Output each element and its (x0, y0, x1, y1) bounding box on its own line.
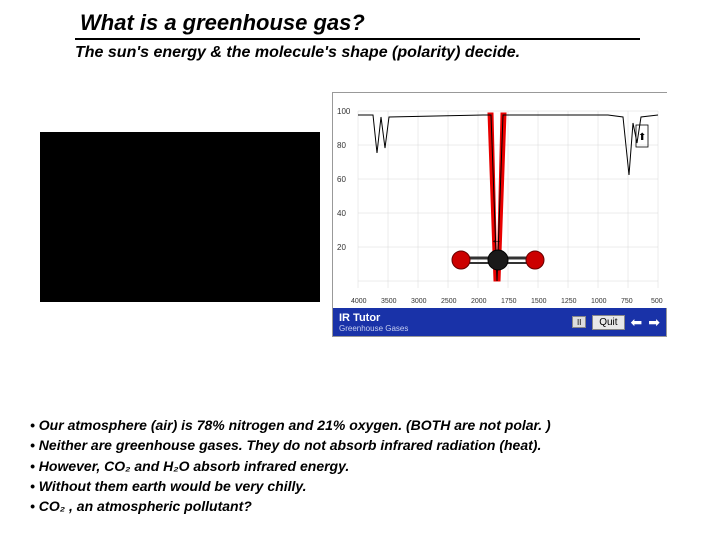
xtick-label: 750 (621, 298, 633, 305)
ytick-label: 100 (337, 107, 350, 116)
ir-tutor-title: IR Tutor (339, 312, 408, 324)
bullet-item: Neither are greenhouse gases. They do no… (30, 435, 551, 455)
page-title: What is a greenhouse gas? (80, 10, 720, 36)
bullet-item: CO₂ , an atmospheric pollutant? (30, 496, 551, 516)
svg-text:↔: ↔ (491, 234, 502, 246)
ir-spectrum-chart: ↔ ⬆ 100 80 60 40 20 4000 3500 3000 2500 … (333, 93, 666, 308)
prev-arrow-icon[interactable]: ⬅ (631, 314, 643, 331)
video-placeholder (40, 132, 320, 302)
spectrum-svg: ↔ ⬆ (333, 93, 668, 308)
ir-tutor-subtitle: Greenhouse Gases (339, 324, 408, 333)
bullet-item: Our atmosphere (air) is 78% nitrogen and… (30, 415, 551, 435)
svg-text:⬆: ⬆ (638, 132, 646, 143)
xtick-label: 1250 (561, 298, 577, 305)
ytick-label: 20 (337, 243, 346, 252)
media-row: ↔ ⬆ 100 80 60 40 20 4000 3500 3000 2500 … (0, 62, 720, 337)
xtick-label: 1000 (591, 298, 607, 305)
spectrum-panel: ↔ ⬆ 100 80 60 40 20 4000 3500 3000 2500 … (332, 92, 667, 337)
xtick-label: 3500 (381, 298, 397, 305)
xtick-label: 3000 (411, 298, 427, 305)
ytick-label: 60 (337, 175, 346, 184)
next-arrow-icon[interactable]: ➡ (648, 314, 660, 331)
xtick-label: 2500 (441, 298, 457, 305)
quit-button[interactable]: Quit (592, 315, 624, 330)
bullet-item: Without them earth would be very chilly. (30, 476, 551, 496)
xtick-label: 2000 (471, 298, 487, 305)
xtick-label: 4000 (351, 298, 367, 305)
xtick-label: 500 (651, 298, 663, 305)
pause-button[interactable]: II (572, 316, 586, 328)
xtick-label: 1500 (531, 298, 547, 305)
bullet-list: Our atmosphere (air) is 78% nitrogen and… (30, 415, 551, 516)
ytick-label: 40 (337, 209, 346, 218)
ytick-label: 80 (337, 141, 346, 150)
bullet-item: However, CO₂ and H₂O absorb infrared ene… (30, 456, 551, 476)
ir-tutor-bar: IR Tutor Greenhouse Gases II Quit ⬅ ➡ (333, 308, 666, 336)
subtitle: The sun's energy & the molecule's shape … (0, 40, 720, 62)
xtick-label: 1750 (501, 298, 517, 305)
